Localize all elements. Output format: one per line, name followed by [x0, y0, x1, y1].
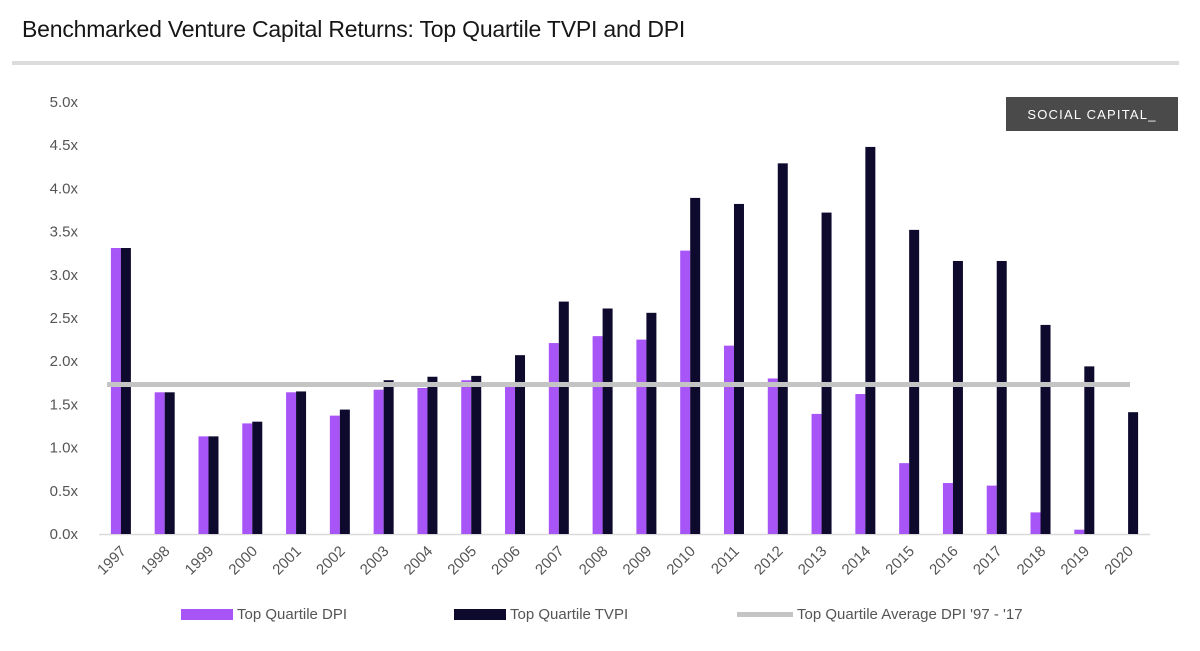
x-tick-label: 2008: [576, 543, 612, 579]
x-tick-label: 2003: [357, 543, 393, 579]
y-tick-label: 4.5x: [50, 137, 79, 154]
x-tick-label: 2016: [926, 543, 962, 579]
legend-swatch-dpi: [181, 609, 233, 620]
bar-dpi-2010: [680, 250, 691, 534]
x-tick-label: 2020: [1101, 543, 1137, 579]
bar-tvpi-2000: [252, 421, 263, 534]
legend-label-average: Top Quartile Average DPI '97 - '17: [797, 606, 1023, 623]
x-tick-label: 2010: [663, 543, 699, 579]
x-tick-label: 1997: [94, 543, 130, 579]
x-tick-label: 1999: [182, 543, 218, 579]
legend-swatch-tvpi: [454, 609, 506, 620]
y-tick-label: 0.0x: [50, 526, 79, 543]
bar-tvpi-2003: [383, 380, 394, 534]
bar-dpi-2009: [636, 339, 647, 534]
y-tick-label: 3.5x: [50, 224, 79, 241]
bar-tvpi-2005: [471, 375, 482, 534]
bar-dpi-2014: [855, 394, 866, 534]
bar-dpi-2006: [505, 386, 516, 534]
bar-dpi-1997: [110, 248, 121, 535]
x-tick-label: 2004: [401, 543, 437, 579]
y-tick-label: 3.0x: [50, 267, 79, 284]
y-tick-label: 2.0x: [50, 353, 79, 370]
x-tick-label: 1998: [138, 543, 174, 579]
bar-tvpi-1999: [208, 436, 219, 534]
y-tick-label: 1.5x: [50, 396, 79, 413]
bar-tvpi-2018: [1040, 324, 1051, 534]
bar-dpi-2015: [899, 463, 910, 534]
bar-tvpi-2002: [339, 409, 350, 534]
x-tick-label: 2014: [839, 543, 875, 579]
y-tick-label: 0.5x: [50, 483, 79, 500]
bar-dpi-2007: [548, 343, 559, 534]
y-tick-label: 5.0x: [50, 94, 79, 111]
bar-dpi-2016: [942, 483, 953, 534]
bar-dpi-2019: [1074, 529, 1085, 534]
bar-tvpi-1997: [120, 248, 131, 535]
x-tick-label: 2000: [225, 543, 261, 579]
bar-dpi-2002: [329, 415, 340, 534]
y-tick-label: 4.0x: [50, 180, 79, 197]
y-tick-label: 1.0x: [50, 440, 79, 457]
bar-dpi-2018: [1030, 512, 1041, 534]
x-tick-label: 2012: [751, 543, 787, 579]
bar-tvpi-2008: [602, 308, 613, 534]
x-tick-label: 2001: [269, 543, 305, 579]
bar-dpi-2003: [373, 389, 384, 534]
bar-dpi-2004: [417, 387, 428, 534]
bar-tvpi-2020: [1128, 412, 1139, 534]
y-tick-label: 2.5x: [50, 310, 79, 327]
chart-legend: Top Quartile DPI Top Quartile TVPI Top Q…: [0, 606, 1200, 630]
bar-dpi-2012: [767, 378, 778, 534]
x-tick-label: 2009: [620, 543, 656, 579]
bar-dpi-2011: [723, 345, 734, 534]
x-tick-label: 2017: [970, 543, 1006, 579]
bar-dpi-1998: [154, 392, 165, 534]
bar-dpi-2001: [286, 392, 297, 534]
x-tick-label: 2002: [313, 543, 349, 579]
bar-dpi-2017: [986, 485, 997, 534]
bar-tvpi-2017: [996, 260, 1007, 534]
bar-tvpi-2014: [865, 146, 876, 535]
legend-label-dpi: Top Quartile DPI: [237, 606, 348, 623]
bar-tvpi-2019: [1084, 366, 1095, 534]
bar-tvpi-2011: [733, 203, 744, 534]
bar-tvpi-1998: [164, 392, 175, 534]
bar-dpi-1999: [198, 436, 209, 534]
legend-item-tvpi: Top Quartile TVPI: [454, 606, 628, 623]
brand-badge: SOCIAL CAPITAL_: [1006, 97, 1178, 131]
title-divider: [12, 61, 1179, 65]
chart-title: Benchmarked Venture Capital Returns: Top…: [22, 16, 686, 42]
bar-tvpi-2006: [515, 355, 526, 534]
bar-tvpi-2009: [646, 312, 657, 534]
bar-tvpi-2001: [296, 391, 307, 534]
x-tick-label: 2007: [532, 543, 568, 579]
bar-dpi-2005: [461, 380, 472, 534]
x-tick-label: 2013: [795, 543, 831, 579]
legend-label-tvpi: Top Quartile TVPI: [510, 606, 629, 623]
bar-dpi-2013: [811, 413, 822, 534]
bar-tvpi-2007: [558, 301, 569, 534]
x-tick-label: 2005: [444, 543, 480, 579]
bar-tvpi-2010: [690, 197, 701, 535]
x-tick-label: 2015: [882, 543, 918, 579]
bar-tvpi-2013: [821, 212, 832, 535]
legend-swatch-average: [737, 612, 793, 617]
x-tick-label: 2019: [1058, 543, 1094, 579]
bar-dpi-2000: [242, 423, 253, 534]
legend-item-dpi: Top Quartile DPI: [181, 606, 347, 623]
bar-tvpi-2004: [427, 376, 438, 534]
bar-tvpi-2015: [909, 229, 920, 534]
x-tick-label: 2018: [1014, 543, 1050, 579]
bar-tvpi-2012: [777, 163, 788, 534]
bar-tvpi-2016: [952, 260, 963, 534]
x-tick-label: 2006: [488, 543, 524, 579]
legend-item-average: Top Quartile Average DPI '97 - '17: [737, 606, 1023, 623]
bar-dpi-2008: [592, 336, 603, 534]
bar-chart: 0.0x 0.5x 1.0x 1.5x 2.0x 2.5x 3.0x 3.5x 4.0x 4.5x…: [50, 94, 1150, 579]
x-tick-label: 2011: [708, 543, 743, 578]
